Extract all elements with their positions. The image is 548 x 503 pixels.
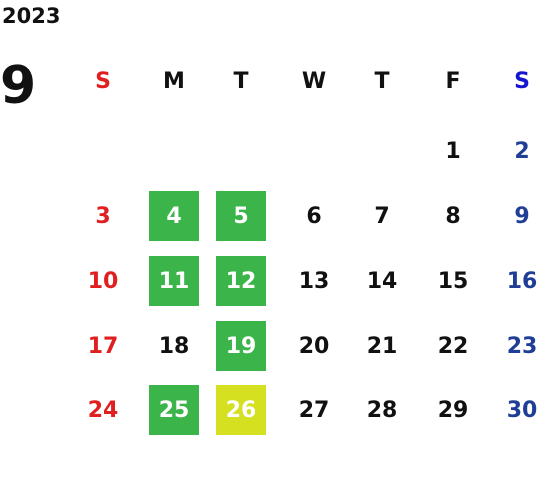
day: 22: [437, 333, 469, 359]
highlighted-day: 12: [216, 256, 266, 306]
weekday-header: W: [301, 68, 327, 94]
day: 3: [95, 203, 111, 229]
weekday-header: M: [163, 68, 185, 94]
weekday-header: T: [374, 68, 390, 94]
weekday-header: F: [445, 68, 461, 94]
day: 18: [158, 333, 190, 359]
day: 15: [437, 268, 469, 294]
weekday-header: S: [95, 68, 111, 94]
highlighted-day: 11: [149, 256, 199, 306]
day: 29: [437, 397, 469, 423]
highlighted-day: 25: [149, 385, 199, 435]
highlighted-day: 5: [216, 191, 266, 241]
day: 2: [514, 138, 530, 164]
day: 14: [366, 268, 398, 294]
day: 16: [506, 268, 538, 294]
day: 10: [87, 268, 119, 294]
day: 9: [514, 203, 530, 229]
highlighted-day: 26: [216, 385, 266, 435]
day: 21: [366, 333, 398, 359]
year: 2023: [2, 4, 61, 28]
month: 9: [0, 56, 37, 116]
day: 24: [87, 397, 119, 423]
day: 13: [298, 268, 330, 294]
weekday-header: S: [514, 68, 530, 94]
day: 23: [506, 333, 538, 359]
day: 28: [366, 397, 398, 423]
day: 27: [298, 397, 330, 423]
day: 20: [298, 333, 330, 359]
day: 8: [445, 203, 461, 229]
day: 6: [306, 203, 322, 229]
day: 17: [87, 333, 119, 359]
day: 30: [506, 397, 538, 423]
day: 1: [445, 138, 461, 164]
weekday-header: T: [233, 68, 249, 94]
highlighted-day: 19: [216, 321, 266, 371]
highlighted-day: 4: [149, 191, 199, 241]
day: 7: [374, 203, 390, 229]
